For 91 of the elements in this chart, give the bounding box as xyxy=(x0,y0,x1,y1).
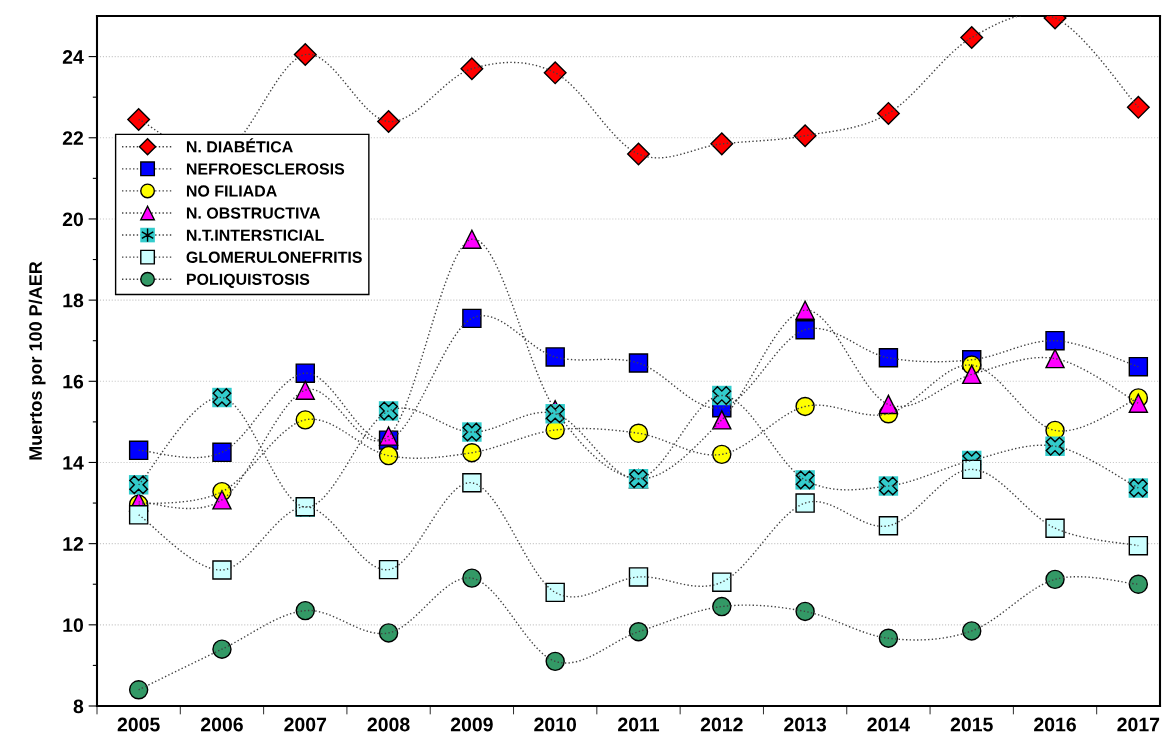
point xyxy=(960,26,984,50)
point xyxy=(212,560,232,580)
legend-label: NO FILIADA xyxy=(186,185,277,197)
point xyxy=(626,142,650,166)
point xyxy=(1045,518,1065,538)
y-tick-label: 10 xyxy=(63,618,84,633)
y-tick-label: 16 xyxy=(63,374,84,389)
y-tick-label: 12 xyxy=(63,537,84,551)
y-tick-label: 8 xyxy=(73,699,84,714)
point xyxy=(212,442,232,463)
point xyxy=(1128,393,1149,413)
point xyxy=(795,320,815,340)
point xyxy=(377,110,401,134)
x-tick-label: 2016 xyxy=(1034,717,1076,732)
point xyxy=(795,396,815,417)
x-tick-label: 2006 xyxy=(201,717,243,732)
point xyxy=(1126,95,1150,119)
point xyxy=(878,516,899,536)
point xyxy=(462,443,482,463)
point xyxy=(1128,535,1149,556)
point xyxy=(128,505,149,525)
point xyxy=(793,124,817,148)
point xyxy=(962,364,982,385)
point xyxy=(127,108,151,131)
point xyxy=(460,57,484,81)
point xyxy=(378,445,399,466)
legend-label: GLOMERULONEFRITIS xyxy=(186,251,362,263)
point xyxy=(378,559,399,580)
legend-label: N. DIABÉTICA xyxy=(186,138,293,153)
point xyxy=(462,308,482,329)
point xyxy=(795,601,815,622)
point xyxy=(878,348,899,368)
x-tick-label: 2005 xyxy=(117,717,160,732)
point xyxy=(878,394,899,415)
point xyxy=(128,440,149,461)
point xyxy=(295,600,315,621)
legend-label: POLIQUISTOSIS xyxy=(186,273,310,288)
point xyxy=(628,353,649,373)
point xyxy=(545,582,565,603)
legend-label: NEFROESCLEROSIS xyxy=(186,163,345,175)
y-tick-label: 22 xyxy=(62,131,84,145)
point xyxy=(712,596,732,617)
legend-label: N. OBSTRUCTIVA xyxy=(186,207,321,219)
point xyxy=(1128,356,1149,377)
point xyxy=(712,444,732,465)
x-tick-label: 2008 xyxy=(367,717,410,732)
x-tick-label: 2011 xyxy=(618,717,660,732)
point xyxy=(795,300,815,320)
point xyxy=(628,622,649,642)
point xyxy=(710,132,734,156)
y-axis-title: Muertos por 100 P/AER xyxy=(28,261,46,460)
point xyxy=(295,380,315,400)
x-tick-label: 2007 xyxy=(284,717,327,732)
x-tick-label: 2014 xyxy=(867,717,910,732)
point xyxy=(545,347,565,367)
y-tick-label: 24 xyxy=(62,50,84,64)
point xyxy=(712,410,732,430)
point xyxy=(462,568,482,588)
point xyxy=(962,621,982,641)
point xyxy=(295,363,315,383)
y-tick-label: 18 xyxy=(63,293,84,308)
x-tick-label: 2010 xyxy=(534,717,577,732)
point xyxy=(293,43,317,67)
point xyxy=(462,229,482,249)
x-tick-label: 2013 xyxy=(784,717,827,732)
point xyxy=(128,680,149,700)
point xyxy=(295,410,315,430)
x-tick-label: 2017 xyxy=(1117,717,1160,732)
y-tick-label: 14 xyxy=(63,456,84,470)
point xyxy=(1128,574,1149,594)
point xyxy=(1045,330,1065,351)
point xyxy=(628,423,649,443)
point xyxy=(712,572,732,592)
point xyxy=(628,567,649,587)
point xyxy=(795,493,815,513)
point xyxy=(876,101,900,125)
point xyxy=(962,459,982,480)
x-tick-label: 2012 xyxy=(700,717,743,732)
point xyxy=(543,61,567,85)
point xyxy=(462,473,482,493)
x-tick-label: 2009 xyxy=(450,717,493,732)
point xyxy=(1045,569,1065,590)
point xyxy=(878,628,899,648)
point xyxy=(212,639,232,659)
legend-label: N.T.INTERSTICIAL xyxy=(186,229,324,241)
point xyxy=(378,623,399,643)
point xyxy=(212,490,232,510)
y-tick-label: 20 xyxy=(62,212,84,227)
point xyxy=(1045,348,1065,369)
x-tick-label: 2015 xyxy=(950,717,993,732)
point xyxy=(545,651,565,672)
